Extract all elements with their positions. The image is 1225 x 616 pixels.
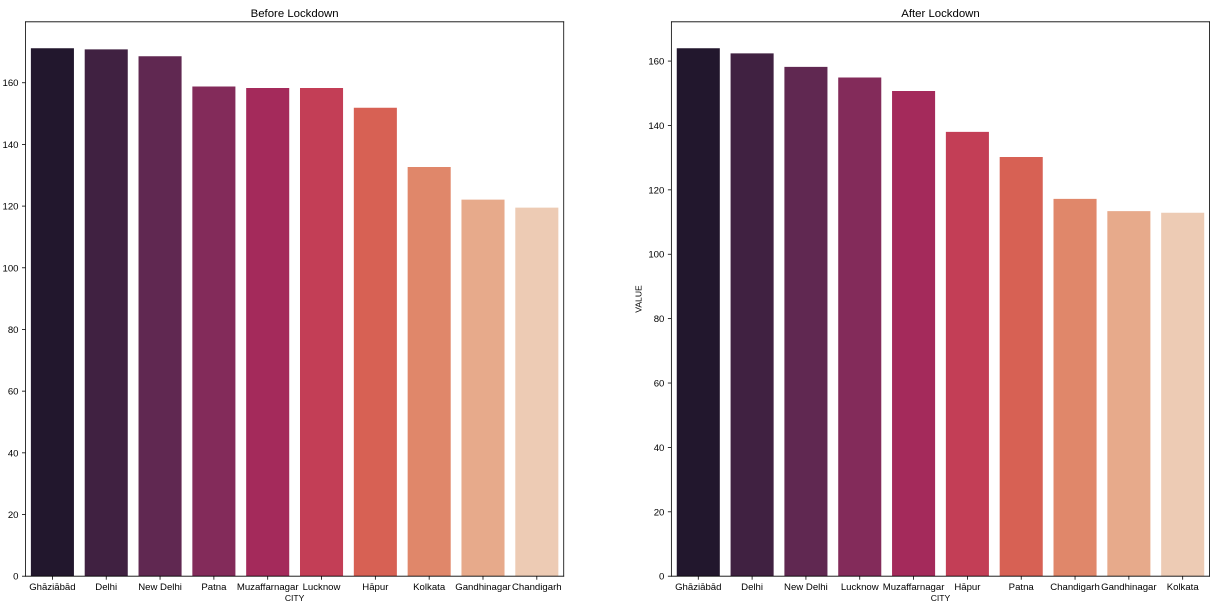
svg-text:160: 160 — [2, 78, 18, 89]
svg-text:80: 80 — [654, 314, 665, 325]
svg-text:Chandigarh: Chandigarh — [1050, 582, 1100, 593]
svg-text:Hāpur: Hāpur — [954, 582, 981, 593]
svg-text:120: 120 — [648, 185, 664, 196]
svg-text:Lucknow: Lucknow — [303, 582, 341, 593]
svg-text:Gandhinagar: Gandhinagar — [1101, 582, 1157, 593]
svg-text:100: 100 — [648, 250, 664, 261]
svg-text:Before Lockdown: Before Lockdown — [251, 8, 339, 20]
svg-text:140: 140 — [648, 121, 664, 132]
svg-text:After Lockdown: After Lockdown — [901, 8, 980, 20]
svg-text:VALUE: VALUE — [634, 285, 644, 313]
svg-text:120: 120 — [2, 202, 18, 213]
svg-text:20: 20 — [654, 507, 665, 518]
svg-text:100: 100 — [2, 263, 18, 274]
svg-text:40: 40 — [654, 443, 665, 454]
svg-text:Patna: Patna — [1009, 582, 1035, 593]
svg-text:60: 60 — [654, 379, 665, 390]
svg-text:160: 160 — [648, 57, 664, 68]
svg-text:Lucknow: Lucknow — [841, 582, 879, 593]
svg-text:Hāpur: Hāpur — [362, 582, 389, 593]
svg-text:Kolkata: Kolkata — [413, 582, 446, 593]
svg-text:New Delhi: New Delhi — [138, 582, 182, 593]
svg-text:40: 40 — [8, 448, 19, 459]
svg-text:Patna: Patna — [201, 582, 227, 593]
svg-text:Chandigarh: Chandigarh — [512, 582, 562, 593]
svg-text:20: 20 — [8, 510, 19, 521]
svg-text:CITY: CITY — [931, 593, 951, 603]
svg-text:60: 60 — [8, 387, 19, 398]
svg-text:Ghāziābād: Ghāziābād — [675, 582, 721, 593]
svg-text:Muzaffarnagar: Muzaffarnagar — [883, 582, 945, 593]
svg-text:Gandhinagar: Gandhinagar — [455, 582, 511, 593]
svg-text:0: 0 — [659, 572, 664, 583]
svg-text:New Delhi: New Delhi — [784, 582, 828, 593]
svg-text:0: 0 — [13, 572, 18, 583]
svg-text:Kolkata: Kolkata — [1167, 582, 1200, 593]
svg-text:Delhi: Delhi — [95, 582, 117, 593]
svg-text:80: 80 — [8, 325, 19, 336]
svg-text:Muzaffarnagar: Muzaffarnagar — [237, 582, 299, 593]
svg-text:CITY: CITY — [285, 593, 305, 603]
svg-text:140: 140 — [2, 140, 18, 151]
svg-text:Delhi: Delhi — [741, 582, 763, 593]
svg-text:Ghāziābād: Ghāziābād — [29, 582, 75, 593]
